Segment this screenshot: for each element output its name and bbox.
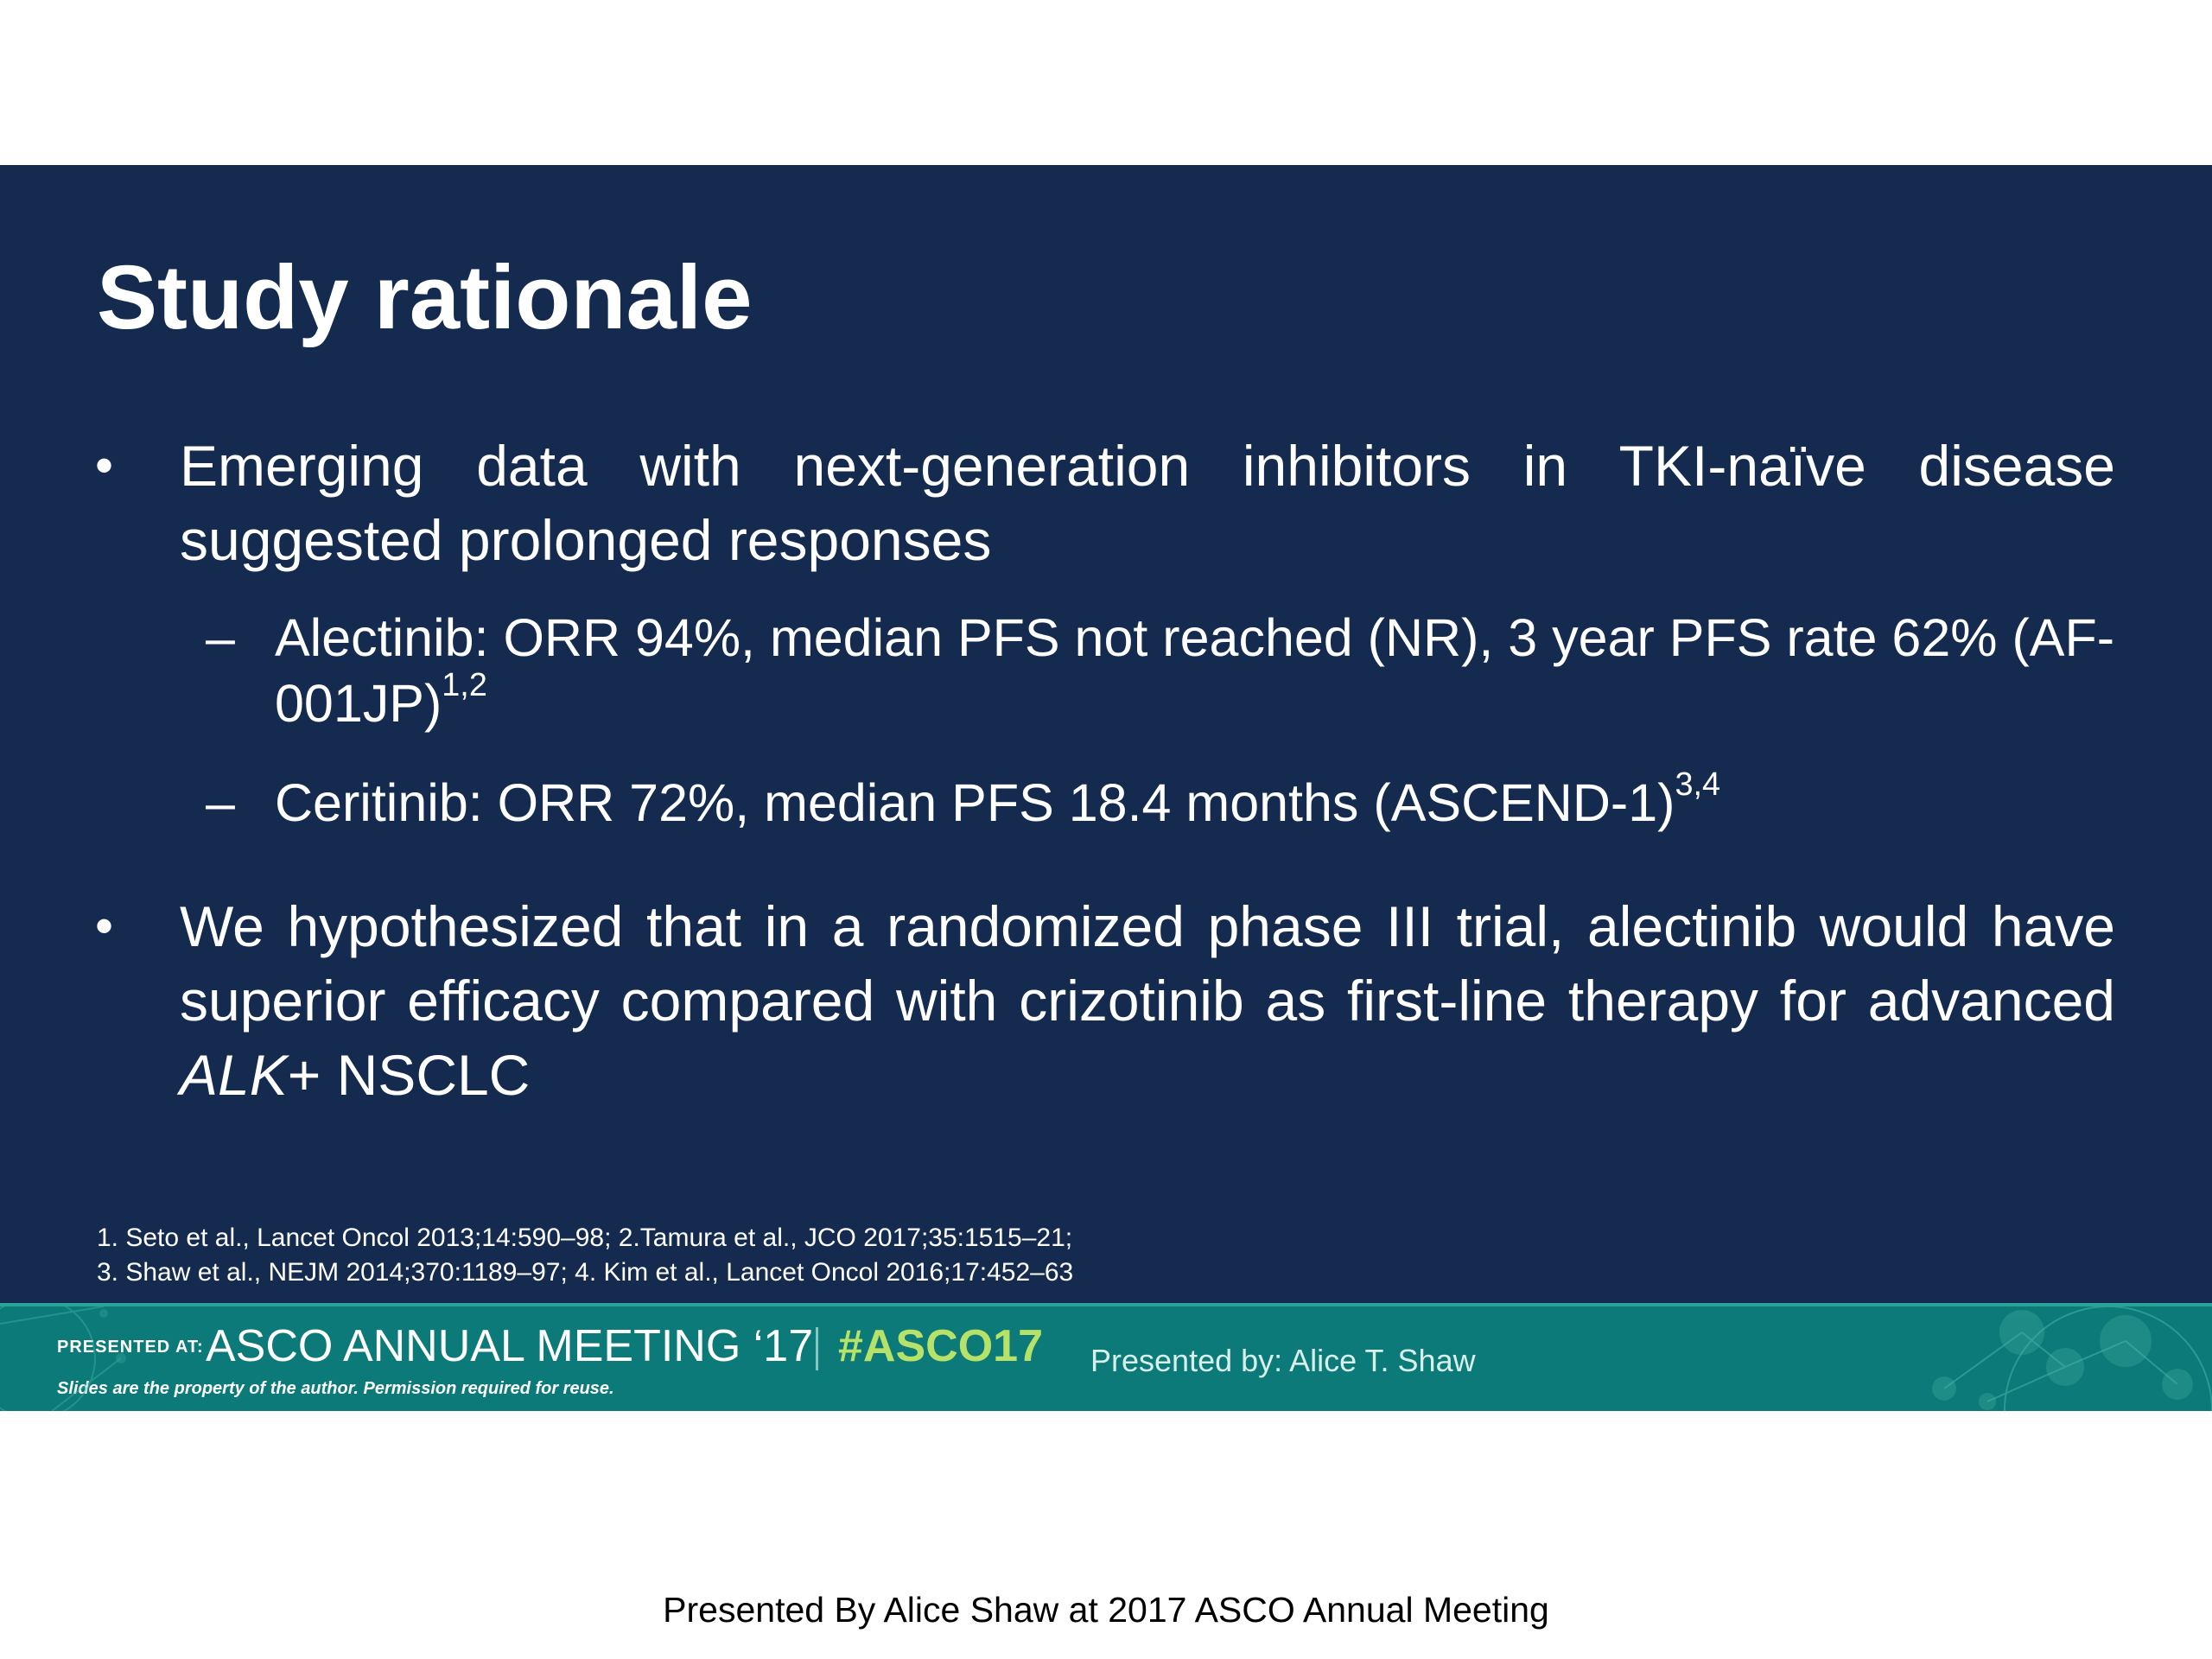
reference-line: 3. Shaw et al., NEJM 2014;370:1189–97; 4… xyxy=(97,1258,1074,1287)
slide-title: Study rationale xyxy=(97,247,753,348)
references: 1. Seto et al., Lancet Oncol 2013;14:590… xyxy=(97,1221,1073,1290)
presenter: Presented by: Alice T. Shaw xyxy=(1090,1343,1476,1378)
bullet-dot-icon: • xyxy=(95,897,114,955)
bullet-emerging-data: • Emerging data with next-generation inh… xyxy=(95,429,2115,577)
bullet-dot-icon: • xyxy=(95,436,114,494)
reference-superscript: 1,2 xyxy=(442,666,487,703)
meeting-name: ASCO ANNUAL MEETING ‘17 xyxy=(206,1321,814,1371)
dash-icon: – xyxy=(206,773,235,832)
bullet-text: Emerging data with next-generation inhib… xyxy=(180,434,2115,572)
left-decoration-icon xyxy=(0,1306,126,1411)
reference-superscript: 3,4 xyxy=(1675,766,1721,803)
bullet-text: We hypothesized that in a randomized pha… xyxy=(180,894,2115,1033)
sub-bullet-text: Ceritinib: ORR 72%, median PFS 18.4 mont… xyxy=(275,773,1675,832)
gene-name-italic: ALK xyxy=(180,1043,288,1107)
dash-icon: – xyxy=(206,608,235,667)
bullet-text-end: + NSCLC xyxy=(287,1043,531,1107)
disclaimer: Slides are the property of the author. P… xyxy=(57,1379,614,1398)
hashtag: #ASCO17 xyxy=(838,1321,1043,1371)
sub-bullet-text: Alectinib: ORR 94%, median PFS not reach… xyxy=(275,608,2115,733)
presented-at-label: PRESENTED AT: xyxy=(57,1338,204,1357)
sub-bullet-alectinib: – Alectinib: ORR 94%, median PFS not rea… xyxy=(206,605,2133,736)
sub-bullet-ceritinib: – Ceritinib: ORR 72%, median PFS 18.4 mo… xyxy=(206,768,2133,836)
meeting-footer: PRESENTED AT: ASCO ANNUAL MEETING ‘17 #A… xyxy=(0,1303,2212,1411)
slide: Study rationale • Emerging data with nex… xyxy=(0,165,2212,1411)
reference-line: 1. Seto et al., Lancet Oncol 2013;14:590… xyxy=(97,1224,1073,1252)
bullet-hypothesis: • We hypothesized that in a randomized p… xyxy=(95,889,2115,1112)
network-decoration-icon xyxy=(1932,1306,2212,1411)
caption: Presented By Alice Shaw at 2017 ASCO Ann… xyxy=(663,1590,1549,1630)
footer-divider xyxy=(816,1327,818,1370)
